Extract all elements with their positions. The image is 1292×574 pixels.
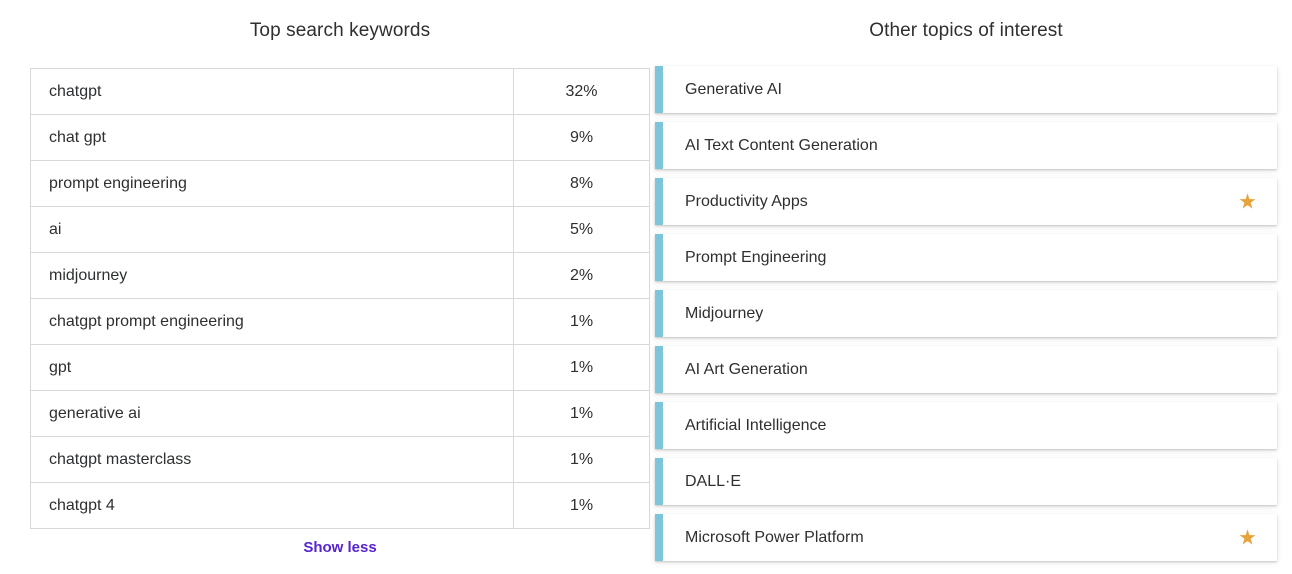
table-row: chat gpt 9% <box>30 114 650 161</box>
accent-bar <box>655 234 663 281</box>
percent-cell: 1% <box>513 344 650 391</box>
keyword-cell: chatgpt 4 <box>49 496 115 514</box>
topic-card[interactable]: Productivity Apps ★ <box>655 178 1277 225</box>
table-row: chatgpt masterclass 1% <box>30 436 650 483</box>
table-row: generative ai 1% <box>30 390 650 437</box>
keyword-cell: gpt <box>30 344 514 391</box>
keyword-cell: chatgpt prompt engineering <box>30 298 514 345</box>
table-row: chatgpt prompt engineering 1% <box>30 298 650 345</box>
keyword-cell: generative ai <box>30 390 514 437</box>
topic-label: AI Art Generation <box>685 360 808 378</box>
topic-card[interactable]: Generative AI ★ <box>655 66 1277 113</box>
topic-card-list: Generative AI ★ AI Text Content Generati… <box>655 66 1277 561</box>
accent-bar <box>655 122 663 169</box>
percent-cell: 2% <box>513 252 650 299</box>
accent-bar <box>655 346 663 393</box>
topic-card[interactable]: Artificial Intelligence ★ <box>655 402 1277 449</box>
accent-bar <box>655 178 663 225</box>
topic-label: AI Text Content Generation <box>685 136 878 154</box>
table-row: midjourney 2% <box>30 252 650 299</box>
star-icon: ★ <box>1238 526 1257 549</box>
topic-card[interactable]: AI Text Content Generation ★ <box>655 122 1277 169</box>
percent-cell: 1% <box>513 298 650 345</box>
percent-cell: 1% <box>513 436 650 483</box>
other-topics-title: Other topics of interest <box>869 20 1063 41</box>
percent-cell: 9% <box>513 114 650 161</box>
topic-label: DALL·E <box>685 472 742 490</box>
other-topics-panel: Other topics of interest Generative AI ★… <box>655 0 1277 570</box>
table-row: gpt 1% <box>30 344 650 391</box>
keyword-cell: chat gpt <box>30 114 514 161</box>
table-row: chatgpt 32% <box>30 68 650 115</box>
topic-card[interactable]: DALL·E ★ <box>655 458 1277 505</box>
star-icon: ★ <box>1238 190 1257 213</box>
accent-bar <box>655 458 663 505</box>
show-less-link[interactable]: Show less <box>303 539 377 556</box>
topic-label: Prompt Engineering <box>685 248 827 266</box>
keyword-cell: chatgpt <box>30 68 514 115</box>
table-row: prompt engineering 8% <box>30 160 650 207</box>
accent-bar <box>655 66 663 113</box>
keyword-cell: chatgpt masterclass <box>30 436 514 483</box>
topic-card[interactable]: AI Art Generation ★ <box>655 346 1277 393</box>
percent-cell: 5% <box>513 206 650 253</box>
keyword-cell: midjourney <box>30 252 514 299</box>
topic-label: Generative AI <box>685 80 782 98</box>
topic-label: Productivity Apps <box>685 192 808 210</box>
table-row: ai 5% <box>30 206 650 253</box>
table-row: chatgpt 4 1% <box>31 482 650 529</box>
accent-bar <box>655 514 663 561</box>
keyword-cell: prompt engineering <box>30 160 514 207</box>
topic-card[interactable]: Midjourney ★ <box>655 290 1277 337</box>
percent-cell: 1% <box>513 482 650 529</box>
topic-card[interactable]: Microsoft Power Platform ★ <box>655 514 1277 561</box>
percent-cell: 8% <box>513 160 650 207</box>
keyword-cell: ai <box>30 206 514 253</box>
accent-bar <box>655 290 663 337</box>
percent-cell: 1% <box>513 390 650 437</box>
accent-bar <box>655 402 663 449</box>
keywords-table: chatgpt 32% chat gpt 9% prompt engineeri… <box>30 68 650 529</box>
top-search-keywords-title: Top search keywords <box>249 20 431 41</box>
topic-label: Microsoft Power Platform <box>685 528 864 546</box>
percent-cell: 32% <box>513 68 650 115</box>
top-search-keywords-panel: Top search keywords chatgpt 32% chat gpt… <box>30 0 650 556</box>
topic-label: Artificial Intelligence <box>685 416 827 434</box>
topic-label: Midjourney <box>685 304 764 322</box>
topic-card[interactable]: Prompt Engineering ★ <box>655 234 1277 281</box>
